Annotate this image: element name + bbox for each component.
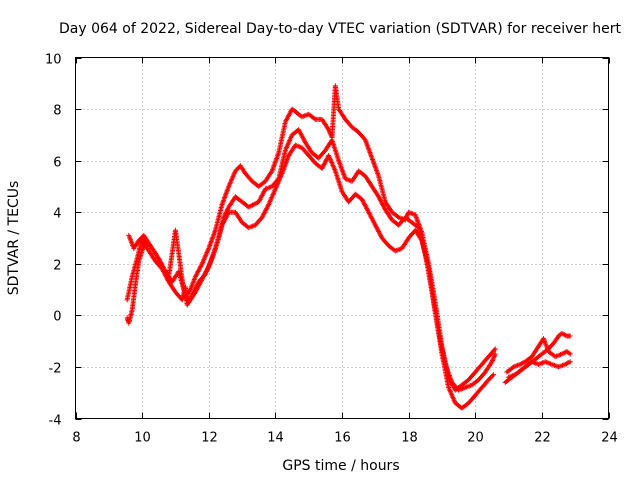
x-tick-label: 20 bbox=[467, 431, 484, 446]
data-point bbox=[491, 347, 497, 353]
x-tick-label: 8 bbox=[72, 431, 80, 446]
x-axis-label: GPS time / hours bbox=[282, 458, 399, 474]
x-tick-label: 16 bbox=[334, 431, 351, 446]
data-point bbox=[567, 333, 573, 339]
x-axis-tick-labels: 8 10 12 14 16 18 20 22 24 bbox=[72, 431, 617, 446]
chart-title: Day 064 of 2022, Sidereal Day-to-day VTE… bbox=[59, 21, 621, 37]
data-point bbox=[566, 350, 572, 356]
x-tick-label: 12 bbox=[201, 431, 218, 446]
data-point bbox=[567, 359, 573, 365]
y-tick-label: 8 bbox=[53, 104, 61, 119]
data-point bbox=[311, 116, 317, 122]
y-tick-label: 0 bbox=[53, 310, 61, 325]
y-tick-label: 10 bbox=[45, 53, 62, 68]
data-markers bbox=[124, 83, 573, 411]
y-tick-label: 4 bbox=[53, 207, 61, 222]
data-point bbox=[492, 346, 498, 352]
y-tick-label: 6 bbox=[53, 156, 61, 171]
y-tick-label: 2 bbox=[53, 259, 61, 274]
axis-ticks bbox=[75, 57, 610, 420]
x-tick-label: 14 bbox=[267, 431, 284, 446]
series-track-b bbox=[124, 142, 497, 411]
x-tick-label: 22 bbox=[534, 431, 551, 446]
series-track-c bbox=[126, 83, 498, 393]
series-track-f bbox=[506, 330, 573, 380]
data-point bbox=[492, 351, 498, 357]
data-point bbox=[567, 351, 573, 357]
series-track-d bbox=[502, 359, 573, 385]
x-tick-label: 24 bbox=[601, 431, 618, 446]
y-axis-label: SDTVAR / TECUs bbox=[6, 181, 22, 296]
x-tick-label: 10 bbox=[134, 431, 151, 446]
y-tick-label: -2 bbox=[49, 362, 62, 377]
y-axis-tick-labels: -4 -2 0 2 4 6 8 10 bbox=[45, 53, 62, 429]
y-tick-label: -4 bbox=[49, 414, 62, 429]
x-tick-label: 18 bbox=[401, 431, 418, 446]
data-point bbox=[491, 372, 497, 378]
data-point bbox=[490, 373, 496, 379]
